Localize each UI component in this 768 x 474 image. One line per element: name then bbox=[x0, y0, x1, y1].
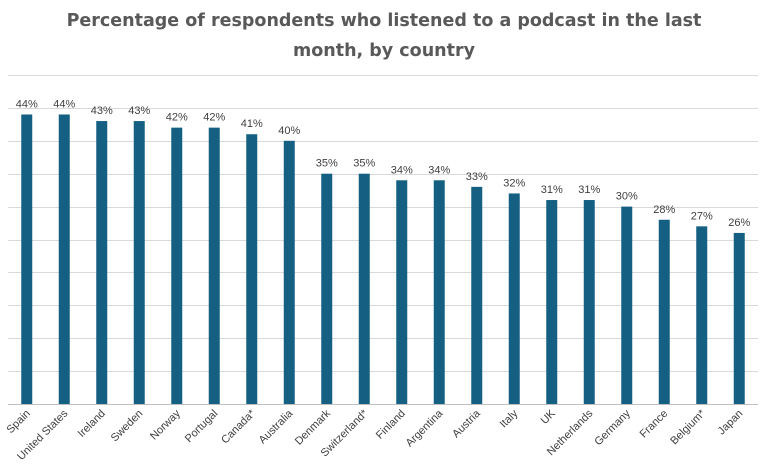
data-label: 42% bbox=[166, 112, 188, 124]
x-tick-label: Finland bbox=[374, 408, 408, 442]
data-label: 34% bbox=[391, 164, 413, 176]
x-tick-label: Belgium* bbox=[668, 407, 708, 447]
bar bbox=[246, 134, 258, 404]
data-label: 44% bbox=[16, 98, 38, 110]
bar bbox=[358, 173, 370, 404]
bar bbox=[471, 186, 483, 404]
bar bbox=[621, 206, 633, 404]
x-tick-label: Australia bbox=[257, 407, 296, 446]
x-tick-label: Portugal bbox=[183, 408, 220, 445]
data-label: 40% bbox=[278, 125, 300, 137]
bar bbox=[583, 200, 595, 404]
data-label: 31% bbox=[541, 184, 563, 196]
x-tick-label: Austria bbox=[450, 407, 483, 440]
x-tick-label: Sweden bbox=[109, 408, 146, 445]
bar bbox=[508, 193, 520, 404]
bar bbox=[208, 127, 220, 404]
x-tick-label: France bbox=[638, 408, 671, 441]
data-label: 43% bbox=[91, 105, 113, 117]
bar bbox=[283, 140, 295, 405]
x-tick-label: Ireland bbox=[76, 408, 108, 440]
x-tick-label: UK bbox=[539, 407, 559, 427]
x-tick-label: Germany bbox=[592, 407, 633, 448]
x-tick-label: Italy bbox=[498, 407, 521, 430]
data-label: 41% bbox=[241, 118, 263, 130]
bar bbox=[546, 200, 558, 404]
x-tick-label: Argentina bbox=[404, 407, 446, 449]
x-tick-label: Spain bbox=[4, 408, 32, 436]
data-label: 26% bbox=[728, 217, 750, 229]
bar bbox=[433, 180, 445, 404]
bar bbox=[171, 127, 183, 404]
bar bbox=[733, 232, 745, 404]
data-label: 30% bbox=[616, 191, 638, 203]
data-label: 43% bbox=[128, 105, 150, 117]
data-label: 27% bbox=[691, 210, 713, 222]
data-label: 42% bbox=[203, 112, 225, 124]
bar bbox=[133, 121, 145, 404]
x-tick-label: Japan bbox=[716, 408, 746, 438]
data-label: 44% bbox=[53, 98, 75, 110]
data-label: 35% bbox=[353, 158, 375, 170]
bar bbox=[21, 114, 33, 404]
bar bbox=[396, 180, 408, 404]
data-label: 32% bbox=[503, 177, 525, 189]
x-tick-label: Norway bbox=[148, 407, 183, 442]
data-label: 35% bbox=[316, 158, 338, 170]
data-label: 31% bbox=[578, 184, 600, 196]
chart-title: Percentage of respondents who listened t… bbox=[66, 11, 702, 61]
bar bbox=[696, 226, 708, 404]
data-label: 34% bbox=[428, 164, 450, 176]
data-label: 33% bbox=[466, 171, 488, 183]
data-label: 28% bbox=[653, 204, 675, 216]
bar bbox=[321, 173, 333, 404]
x-tick-label: Canada* bbox=[219, 407, 258, 446]
bar bbox=[58, 114, 70, 404]
bar bbox=[96, 121, 108, 404]
bar bbox=[658, 219, 670, 404]
